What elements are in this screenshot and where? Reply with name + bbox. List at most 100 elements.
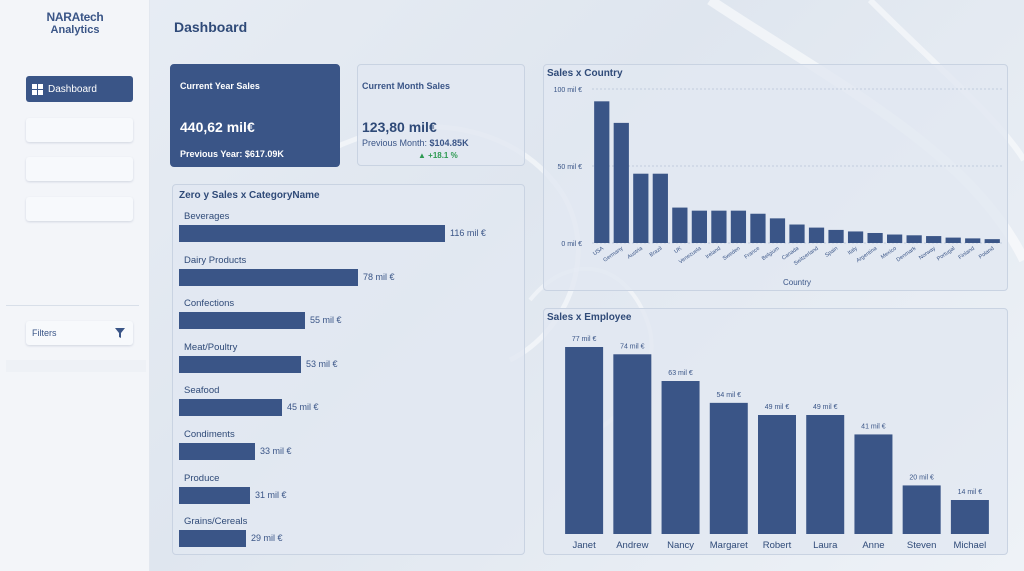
kpi-month-trend: ▲ +18.1 % bbox=[418, 151, 458, 160]
category-label: Confections bbox=[184, 298, 235, 310]
category-row: Seafood 45 mil € bbox=[179, 385, 519, 425]
country-xtick-label: Brazil bbox=[649, 246, 664, 259]
category-label: Beverages bbox=[184, 211, 230, 222]
category-bar[interactable] bbox=[179, 355, 301, 373]
employee-sales-card: Sales x Employee 77 mil € Janet 74 mil € An… bbox=[543, 308, 1008, 555]
country-bar[interactable] bbox=[808, 227, 825, 243]
employee-value-label: 14 mil € bbox=[958, 489, 983, 496]
category-label: Seafood bbox=[184, 385, 220, 397]
category-value-label: 116 mil € bbox=[450, 228, 486, 238]
employee-chart-title: Sales x Employee bbox=[547, 312, 632, 323]
category-bar[interactable] bbox=[179, 399, 282, 417]
country-bar[interactable] bbox=[867, 232, 883, 243]
country-xtick-label: Finland bbox=[958, 246, 976, 261]
employee-name-label: Robert bbox=[763, 540, 792, 551]
country-bar[interactable] bbox=[711, 210, 727, 243]
employee-bar[interactable] bbox=[661, 381, 700, 534]
nav-item-blank-3[interactable] bbox=[26, 197, 133, 221]
dashboard-icon bbox=[32, 83, 43, 95]
category-bar[interactable] bbox=[179, 486, 250, 504]
country-bar[interactable] bbox=[945, 237, 961, 243]
category-row: Confections 55 mil € bbox=[179, 298, 519, 338]
employee-value-label: 20 mil € bbox=[909, 474, 934, 481]
category-value-label: 55 mil € bbox=[310, 315, 342, 326]
country-bar[interactable] bbox=[613, 122, 629, 243]
employee-value-label: 63 mil € bbox=[668, 370, 693, 377]
employee-value-label: 49 mil € bbox=[765, 404, 790, 411]
employee-bar[interactable] bbox=[709, 402, 748, 534]
country-bar[interactable] bbox=[789, 224, 805, 243]
country-xtick-label: UK bbox=[673, 246, 683, 255]
brand-line1: NARAtech bbox=[46, 10, 104, 24]
category-bar[interactable] bbox=[179, 268, 358, 286]
category-row: Condiments 33 mil € bbox=[179, 429, 519, 469]
country-bar[interactable] bbox=[965, 238, 981, 243]
category-value-label: 33 mil € bbox=[260, 446, 292, 456]
category-row: Beverages 116 mil € bbox=[179, 211, 519, 251]
sidebar: NARAtech Analytics Dashboard Filters bbox=[0, 0, 150, 571]
employee-bar[interactable] bbox=[565, 347, 604, 534]
country-xaxis-label: Country bbox=[783, 278, 811, 287]
filters-button[interactable]: Filters bbox=[26, 321, 133, 345]
nav-item-blank-1[interactable] bbox=[26, 118, 133, 142]
employee-name-label: Michael bbox=[954, 540, 987, 551]
employee-bar[interactable] bbox=[854, 434, 893, 534]
country-ytick-label: 100 mil € bbox=[554, 87, 583, 94]
country-bar[interactable] bbox=[769, 218, 786, 243]
category-bar[interactable] bbox=[179, 530, 246, 548]
country-bar[interactable] bbox=[926, 236, 942, 243]
country-bar[interactable] bbox=[828, 229, 844, 243]
category-bar[interactable] bbox=[179, 312, 305, 330]
employee-name-label: Laura bbox=[813, 540, 838, 551]
country-xtick-label: France bbox=[744, 246, 761, 261]
country-bar[interactable] bbox=[906, 235, 922, 243]
category-sales-card: Zero y Sales x CategoryName Beverages 116… bbox=[172, 184, 525, 555]
employee-bar[interactable] bbox=[806, 415, 845, 534]
employee-bar[interactable] bbox=[613, 354, 652, 534]
country-bar[interactable] bbox=[691, 210, 707, 243]
country-bar[interactable] bbox=[652, 173, 668, 243]
country-bar[interactable] bbox=[984, 239, 1000, 243]
category-label: Condiments bbox=[184, 429, 235, 440]
country-xtick-label: Belgium bbox=[761, 245, 781, 262]
country-xtick-label: Argentina bbox=[856, 245, 879, 264]
employee-bar[interactable] bbox=[950, 500, 989, 534]
employee-name-label: Nancy bbox=[667, 540, 694, 551]
country-xtick-label: Italy bbox=[847, 246, 859, 257]
country-xtick-label: Germany bbox=[602, 246, 624, 264]
category-bar[interactable] bbox=[179, 443, 255, 460]
category-bar[interactable] bbox=[179, 225, 445, 242]
nav-dashboard-button[interactable]: Dashboard bbox=[26, 76, 133, 102]
country-ytick-label: 0 mil € bbox=[561, 241, 582, 248]
category-value-label: 31 mil € bbox=[255, 489, 287, 500]
country-chart-title: Sales x Country bbox=[547, 68, 623, 79]
category-chart-title: Zero y Sales x CategoryName bbox=[179, 190, 320, 201]
brand-line2: Analytics bbox=[50, 24, 100, 36]
employee-value-label: 54 mil € bbox=[717, 392, 742, 399]
sidebar-divider bbox=[6, 305, 139, 306]
kpi-current-year-card: Current Year Sales 440,62 mil€ Previous … bbox=[170, 64, 340, 167]
sidebar-strip bbox=[6, 360, 146, 372]
employee-value-label: 41 mil € bbox=[861, 423, 886, 430]
nav-dashboard-label: Dashboard bbox=[48, 83, 97, 95]
country-bar[interactable] bbox=[672, 207, 688, 243]
country-bar[interactable] bbox=[633, 173, 649, 243]
kpi-current-month-label: Current Month Sales bbox=[362, 81, 451, 91]
kpi-previous-year: Previous Year: $617.09K bbox=[180, 149, 284, 159]
country-bar[interactable] bbox=[594, 101, 610, 243]
country-xtick-label: Norway bbox=[918, 246, 937, 262]
employee-bar[interactable] bbox=[758, 415, 796, 534]
employee-name-label: Steven bbox=[907, 540, 937, 551]
country-bar[interactable] bbox=[730, 210, 747, 243]
category-row: Dairy Products 78 mil € bbox=[179, 255, 519, 295]
country-ytick-label: 50 mil € bbox=[557, 164, 582, 171]
kpi-current-year-value: 440,62 mil€ bbox=[180, 119, 255, 135]
employee-bar[interactable] bbox=[902, 485, 941, 534]
category-label: Dairy Products bbox=[184, 254, 247, 266]
nav-item-blank-2[interactable] bbox=[26, 157, 133, 181]
employee-value-label: 74 mil € bbox=[620, 343, 645, 350]
country-bar[interactable] bbox=[847, 231, 864, 243]
country-bar[interactable] bbox=[887, 234, 903, 243]
country-bar[interactable] bbox=[750, 213, 766, 243]
category-row: Grains/Cereals 29 mil € bbox=[179, 516, 519, 556]
